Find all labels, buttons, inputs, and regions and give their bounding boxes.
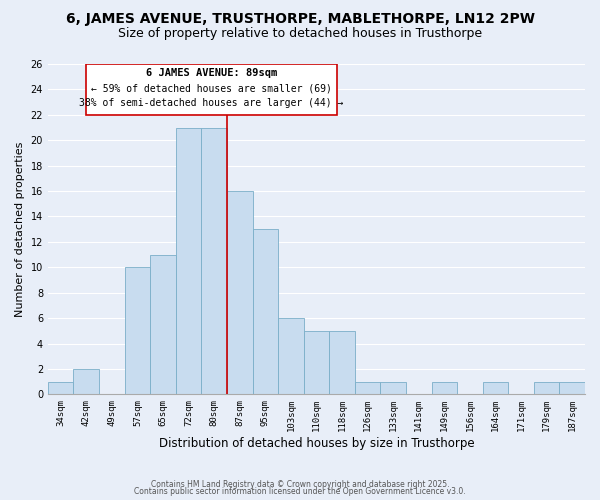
- Bar: [431, 382, 457, 394]
- Bar: [380, 382, 406, 394]
- Bar: [227, 191, 253, 394]
- Bar: [253, 229, 278, 394]
- Text: Size of property relative to detached houses in Trusthorpe: Size of property relative to detached ho…: [118, 28, 482, 40]
- Text: 6, JAMES AVENUE, TRUSTHORPE, MABLETHORPE, LN12 2PW: 6, JAMES AVENUE, TRUSTHORPE, MABLETHORPE…: [65, 12, 535, 26]
- Bar: [202, 128, 227, 394]
- Bar: [355, 382, 380, 394]
- Bar: [150, 254, 176, 394]
- Text: 38% of semi-detached houses are larger (44) →: 38% of semi-detached houses are larger (…: [79, 98, 344, 108]
- Y-axis label: Number of detached properties: Number of detached properties: [15, 142, 25, 317]
- Bar: [329, 331, 355, 394]
- Bar: [73, 369, 99, 394]
- Bar: [534, 382, 559, 394]
- Bar: [125, 268, 150, 394]
- FancyBboxPatch shape: [86, 64, 337, 115]
- X-axis label: Distribution of detached houses by size in Trusthorpe: Distribution of detached houses by size …: [158, 437, 474, 450]
- Bar: [176, 128, 202, 394]
- Bar: [278, 318, 304, 394]
- Bar: [48, 382, 73, 394]
- Text: 6 JAMES AVENUE: 89sqm: 6 JAMES AVENUE: 89sqm: [146, 68, 277, 78]
- Text: Contains HM Land Registry data © Crown copyright and database right 2025.: Contains HM Land Registry data © Crown c…: [151, 480, 449, 489]
- Bar: [482, 382, 508, 394]
- Bar: [559, 382, 585, 394]
- Text: Contains public sector information licensed under the Open Government Licence v3: Contains public sector information licen…: [134, 487, 466, 496]
- Text: ← 59% of detached houses are smaller (69): ← 59% of detached houses are smaller (69…: [91, 83, 332, 93]
- Bar: [304, 331, 329, 394]
